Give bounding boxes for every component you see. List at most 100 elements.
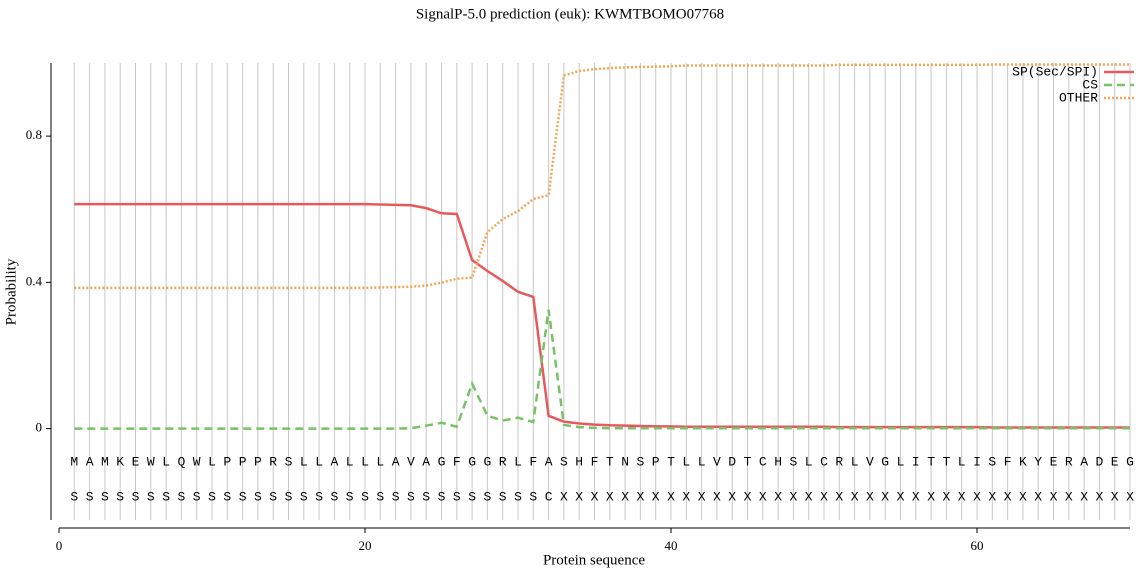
residue-label: X (636, 489, 644, 504)
residue-label: X (621, 489, 629, 504)
residue: S (789, 454, 797, 469)
residue-label: X (912, 489, 920, 504)
residue-label: X (866, 489, 874, 504)
residue: T (942, 454, 950, 469)
residue: E (132, 454, 140, 469)
residue: L (698, 454, 706, 469)
residue-label: S (376, 489, 384, 504)
residue-label: X (1004, 489, 1012, 504)
residue: T (667, 454, 675, 469)
residue-label: X (667, 489, 675, 504)
residue: D (1095, 454, 1103, 469)
residue-label: X (789, 489, 797, 504)
residue-label: X (698, 489, 706, 504)
residue: G (881, 454, 889, 469)
residue: I (973, 454, 981, 469)
residue-label: X (1080, 489, 1088, 504)
residue: H (774, 454, 782, 469)
residue-label: X (1126, 489, 1134, 504)
x-axis-title: Protein sequence (543, 552, 645, 568)
residue-label: S (239, 489, 247, 504)
residue: R (1065, 454, 1073, 469)
residue: Y (1034, 454, 1042, 469)
residue-label: S (223, 489, 231, 504)
residue-label: X (744, 489, 752, 504)
y-axis-title: Probability (3, 258, 19, 325)
residue: K (1019, 454, 1027, 469)
residue: T (927, 454, 935, 469)
residue: P (239, 454, 247, 469)
residue: L (162, 454, 170, 469)
residue: A (545, 454, 553, 469)
residue: W (193, 454, 201, 469)
residue-label: X (652, 489, 660, 504)
residue: L (514, 454, 522, 469)
residue-label: S (407, 489, 415, 504)
residue-label: S (392, 489, 400, 504)
residue-label: S (468, 489, 476, 504)
residue-label: S (422, 489, 430, 504)
residue-label: X (881, 489, 889, 504)
residue-label: S (453, 489, 461, 504)
residue-label: X (591, 489, 599, 504)
residue: N (621, 454, 629, 469)
residue: L (376, 454, 384, 469)
residue-label: S (116, 489, 124, 504)
residue-label: X (560, 489, 568, 504)
residue: L (958, 454, 966, 469)
residue: A (392, 454, 400, 469)
residue-label: X (973, 489, 981, 504)
x-tick-label: 20 (359, 538, 372, 553)
residue-label: X (805, 489, 813, 504)
residue: L (346, 454, 354, 469)
residue: L (315, 454, 323, 469)
chart-title: SignalP-5.0 prediction (euk): KWMTBOMO07… (416, 6, 724, 22)
series-line (74, 309, 1130, 430)
residue: K (116, 454, 124, 469)
y-tick-label: 0.8 (26, 127, 42, 142)
residue: Q (177, 454, 185, 469)
y-tick-label: 0.4 (26, 273, 43, 288)
residue-label: S (330, 489, 338, 504)
residue-label: X (851, 489, 859, 504)
residue-label: X (1111, 489, 1119, 504)
residue: S (988, 454, 996, 469)
residue: V (713, 454, 721, 469)
residue-label: S (285, 489, 293, 504)
residue-label: S (361, 489, 369, 504)
residue: S (636, 454, 644, 469)
residue: A (422, 454, 430, 469)
residue-label: S (499, 489, 507, 504)
residue-label: X (958, 489, 966, 504)
residue-label: C (545, 489, 553, 504)
residue-label: X (713, 489, 721, 504)
residue-label: X (820, 489, 828, 504)
residue-label: X (1065, 489, 1073, 504)
legend-label: OTHER (1059, 90, 1098, 105)
x-tick-label: 0 (56, 538, 63, 553)
residue: V (866, 454, 874, 469)
residue-label: S (346, 489, 354, 504)
residue: T (744, 454, 752, 469)
residue: A (330, 454, 338, 469)
residue-label: S (438, 489, 446, 504)
residue: F (529, 454, 537, 469)
residue: M (70, 454, 78, 469)
residue-label: X (835, 489, 843, 504)
residue-label: X (988, 489, 996, 504)
residue: P (223, 454, 231, 469)
residue: P (254, 454, 262, 469)
residue-label: X (682, 489, 690, 504)
residue: G (483, 454, 491, 469)
residue-label: X (1095, 489, 1103, 504)
residue: L (682, 454, 690, 469)
residue-label: X (774, 489, 782, 504)
residue-label: S (514, 489, 522, 504)
residue: W (147, 454, 155, 469)
residue: D (728, 454, 736, 469)
residue-label: S (193, 489, 201, 504)
residue-label: X (759, 489, 767, 504)
residue-label: S (177, 489, 185, 504)
residue-label: S (101, 489, 109, 504)
